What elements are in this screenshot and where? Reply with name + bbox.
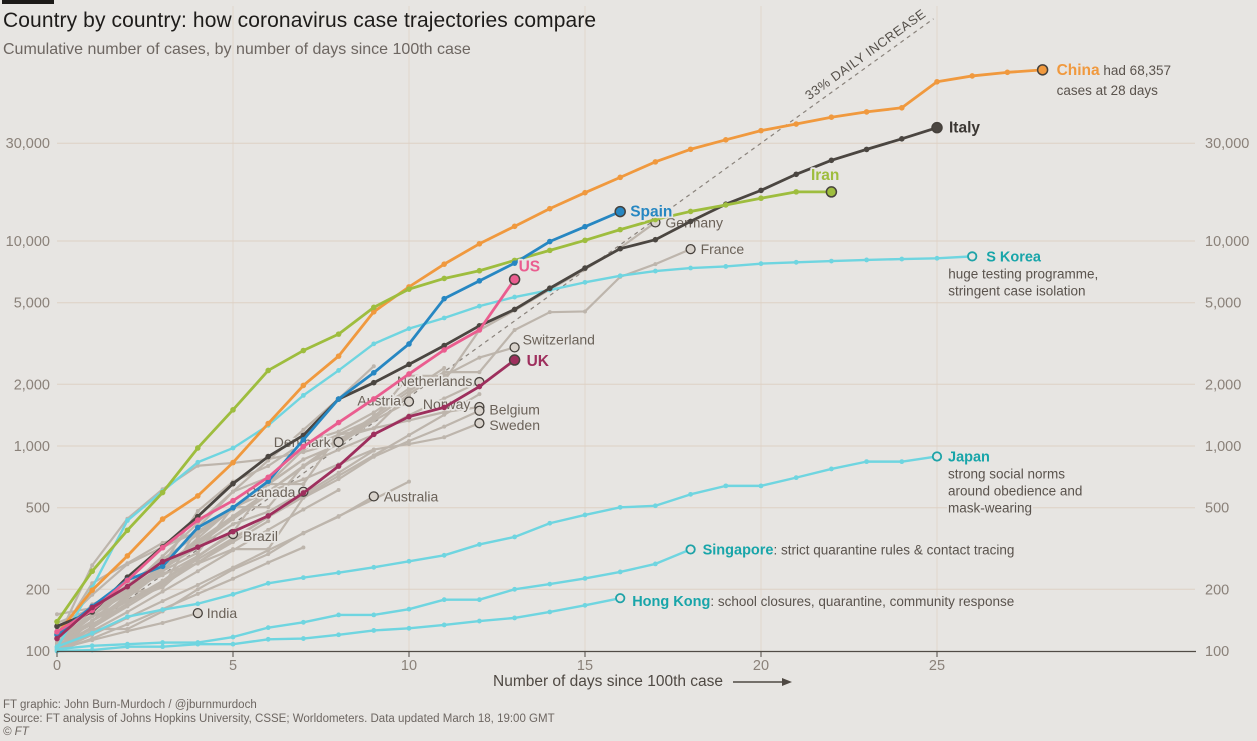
series-label-netherlands: Netherlands [397, 373, 473, 389]
series-label-germany: Germany [665, 214, 723, 230]
x-tick-15: 15 [577, 658, 593, 674]
series-sweden: Sweden [55, 415, 542, 625]
chart-title: Country by country: how coronavirus case… [3, 9, 597, 32]
series-label-belgium: Belgium [489, 402, 540, 418]
x-tick-20: 20 [753, 658, 769, 674]
series-endpoint-denmark [333, 436, 344, 448]
ft-brand-bar [2, 0, 54, 4]
series-endpoint-sweden [474, 418, 485, 429]
y-tick-right-200: 200 [1205, 582, 1229, 598]
series-label-hong-kong: Hong Kong: school closures, quarantine, … [632, 594, 1014, 610]
series-note-s-korea: stringent case isolation [948, 283, 1085, 298]
series-label-france: France [701, 241, 745, 257]
series-label-iran: Iran [811, 167, 839, 184]
series-note-china: cases at 28 days [1057, 83, 1159, 98]
series-uk: UK [54, 351, 552, 642]
series-endpoint-china [1036, 64, 1049, 76]
y-tick-left-30000: 30,000 [6, 136, 50, 152]
chart-subtitle: Cumulative number of cases, by number of… [3, 41, 471, 58]
y-tick-right-100: 100 [1205, 644, 1229, 660]
y-tick-right-30000: 30,000 [1205, 136, 1249, 152]
series-label-us: US [519, 258, 541, 275]
y-tick-left-2000: 2,000 [14, 377, 50, 393]
series-endpoint-australia [368, 491, 379, 502]
y-tick-right-10000: 10,000 [1205, 234, 1249, 250]
x-tick-25: 25 [929, 658, 945, 674]
series-endpoint-austria [403, 396, 415, 407]
y-tick-left-500: 500 [26, 501, 50, 517]
x-axis-label: Number of days since 100th case [493, 673, 793, 691]
y-axis-left: 100 200 500 1,000 2,000 5,000 10,000 30,000 [6, 136, 50, 660]
series-endpoint-italy [931, 121, 943, 134]
x-tick-10: 10 [401, 658, 417, 674]
series-label-singapore: Singapore: strict quarantine rules & con… [703, 542, 1015, 558]
x-tick-0: 0 [53, 658, 61, 674]
series-label-austria: Austria [357, 393, 401, 409]
series-label-spain: Spain [630, 204, 672, 221]
series-endpoint-japan [931, 451, 943, 462]
series-note-japan: around obedience and [948, 483, 1082, 498]
series-india: India [55, 603, 239, 652]
series-endpoint-india [192, 607, 203, 619]
footer-source: Source: FT analysis of Johns Hopkins Uni… [3, 712, 555, 725]
series-endpoint-uk [508, 354, 521, 366]
y-tick-left-200: 200 [26, 582, 50, 598]
series-label-india: India [207, 605, 238, 621]
series-label-uk: UK [527, 353, 550, 370]
y-axis-right: 100 200 500 1,000 2,000 5,000 10,000 30,000 [1205, 136, 1249, 660]
y-tick-right-2000: 2,000 [1205, 377, 1241, 393]
footer-credit: FT graphic: John Burn-Murdoch / @jburnmu… [3, 699, 257, 711]
series-note-s-korea: huge testing programme, [948, 266, 1098, 281]
y-tick-left-5000: 5,000 [14, 296, 50, 312]
footer-copyright: © FT [3, 726, 29, 738]
series-endpoint-belgium [474, 405, 485, 416]
y-tick-left-100: 100 [26, 644, 50, 660]
series-us: US [54, 257, 542, 635]
series-endpoint-s-korea [967, 251, 978, 262]
x-axis: 0 5 10 15 20 25 [53, 650, 1196, 674]
y-tick-left-1000: 1,000 [14, 439, 50, 455]
series-endpoint-switzerland [509, 342, 520, 353]
y-tick-right-5000: 5,000 [1205, 296, 1241, 312]
series-endpoint-hong-kong [615, 593, 626, 604]
series-note-japan: strong social norms [948, 466, 1065, 481]
x-axis-label-text: Number of days since 100th case [493, 673, 724, 690]
series-endpoint-spain [614, 205, 626, 218]
y-tick-right-1000: 1,000 [1205, 439, 1241, 455]
series-label-brazil: Brazil [243, 528, 278, 544]
right-arrow-icon [733, 678, 793, 686]
series-label-switzerland: Switzerland [523, 331, 595, 347]
series-endpoint-singapore [685, 544, 696, 555]
series-australia: Australia [55, 487, 440, 647]
x-tick-5: 5 [229, 658, 237, 674]
series-endpoint-iran [825, 186, 838, 198]
series-label-china: China had 68,357 [1057, 62, 1171, 79]
series-hong-kong: Hong Kong: school closures, quarantine, … [54, 592, 1016, 654]
series-label-italy: Italy [949, 120, 980, 137]
series-endpoint-us [508, 273, 521, 286]
svg-text:33% DAILY INCREASE: 33% DAILY INCREASE [802, 6, 928, 103]
series-label-s-korea: S Korea [986, 249, 1042, 265]
y-tick-left-10000: 10,000 [6, 234, 50, 250]
series-iran: Iran [54, 165, 841, 625]
series-singapore: Singapore: strict quarantine rules & con… [54, 541, 1016, 652]
series-china: China had 68,357 cases at 28 days [54, 60, 1173, 637]
y-tick-right-500: 500 [1205, 501, 1229, 517]
series-label-sweden: Sweden [489, 417, 540, 433]
series-label-australia: Australia [384, 488, 439, 504]
series-note-japan: mask-wearing [948, 500, 1032, 515]
series-label-japan: Japan [948, 449, 990, 465]
chart-footer: FT graphic: John Burn-Murdoch / @jburnmu… [3, 699, 555, 740]
series-label-norway: Norway [423, 396, 470, 412]
series-endpoint-france [685, 244, 696, 255]
